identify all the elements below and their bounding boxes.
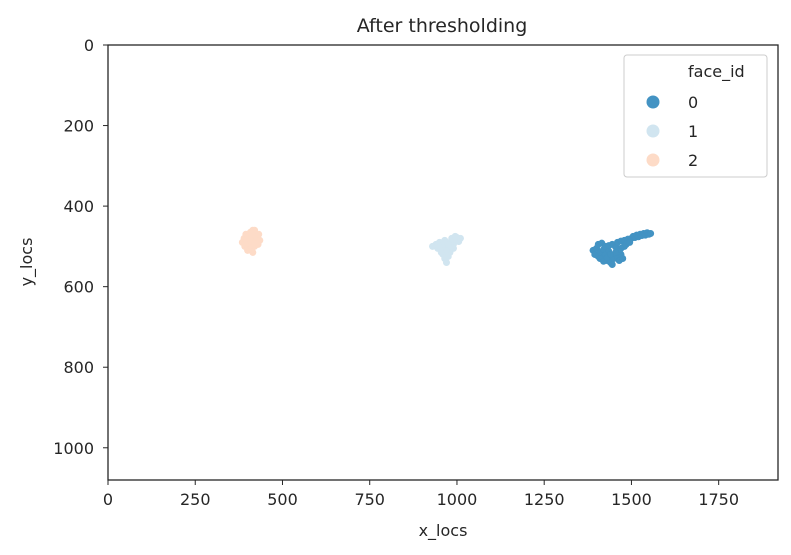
plot-area-frame bbox=[107, 44, 779, 481]
data-point-face-0 bbox=[619, 254, 627, 262]
x-tick-label: 1500 bbox=[611, 490, 652, 509]
x-tick-label: 1000 bbox=[437, 490, 478, 509]
y-tick-label: 400 bbox=[63, 197, 94, 216]
legend-marker-2 bbox=[646, 153, 660, 167]
x-tick-label: 500 bbox=[267, 490, 298, 509]
data-point-face-0 bbox=[626, 238, 634, 246]
y-axis-ticks: 0 200 400 600 800 1000 bbox=[53, 36, 108, 458]
y-tick-label: 0 bbox=[84, 36, 94, 55]
legend-label-0: 0 bbox=[688, 93, 698, 112]
legend-marker-0 bbox=[646, 95, 660, 109]
data-point-face-1 bbox=[437, 248, 445, 256]
x-tick-label: 250 bbox=[180, 490, 211, 509]
data-point-face-2 bbox=[251, 226, 259, 234]
x-tick-label: 0 bbox=[103, 490, 113, 509]
legend-entries: 0 1 2 bbox=[646, 93, 698, 170]
data-point-face-2 bbox=[254, 240, 262, 248]
points-layer bbox=[238, 226, 655, 269]
x-axis-label: x_locs bbox=[419, 521, 468, 541]
data-point-face-1 bbox=[451, 232, 459, 240]
data-point-face-0 bbox=[647, 230, 655, 238]
legend: face_id 0 1 2 bbox=[623, 54, 768, 178]
data-point-face-2 bbox=[242, 240, 250, 248]
y-tick-label: 1000 bbox=[53, 439, 94, 458]
x-axis-ticks: 0 250 500 750 1000 1250 1500 1750 bbox=[103, 480, 739, 509]
data-point-face-1 bbox=[442, 258, 450, 266]
x-tick-label: 750 bbox=[354, 490, 385, 509]
legend-title: face_id bbox=[688, 62, 745, 82]
y-tick-label: 600 bbox=[63, 278, 94, 297]
legend-box bbox=[623, 54, 768, 178]
data-point-face-1 bbox=[439, 238, 447, 246]
legend-marker-1 bbox=[646, 124, 660, 138]
data-point-face-0 bbox=[606, 250, 614, 258]
x-tick-label: 1250 bbox=[524, 490, 565, 509]
y-tick-label: 800 bbox=[63, 358, 94, 377]
y-tick-label: 200 bbox=[63, 117, 94, 136]
data-point-face-0 bbox=[608, 261, 616, 269]
legend-label-1: 1 bbox=[688, 122, 698, 141]
legend-label-2: 2 bbox=[688, 151, 698, 170]
data-point-face-2 bbox=[249, 248, 257, 256]
chart-title: After thresholding bbox=[357, 15, 528, 37]
y-axis-label: y_locs bbox=[17, 238, 37, 287]
x-tick-label: 1750 bbox=[698, 490, 739, 509]
